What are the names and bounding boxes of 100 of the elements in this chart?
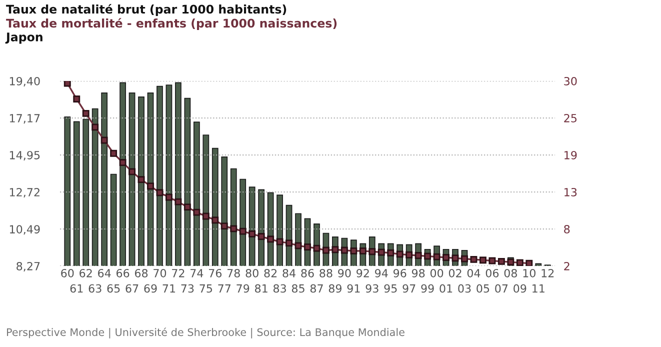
point <box>479 256 486 264</box>
point <box>406 251 413 258</box>
x-tick-label: 92 <box>356 268 369 278</box>
text: Perspective Monde | Université de Sherbrooke | Source: La Banque Mondiale <box>7 328 404 338</box>
text: Taux de natalité brut (par 1000 habitants) <box>6 4 286 16</box>
point <box>92 124 99 131</box>
x-tick-label: 86 <box>301 268 314 278</box>
point <box>100 136 108 144</box>
x-tick-label: 10 <box>523 268 536 278</box>
point <box>202 212 210 220</box>
x-tick-label: 99 <box>421 284 434 293</box>
point <box>258 233 265 240</box>
x-tick-label: 87 <box>310 284 323 293</box>
point <box>332 246 339 254</box>
x-tick-label: 00 <box>430 268 444 278</box>
point <box>304 244 311 250</box>
point <box>276 238 284 246</box>
y2-tick-label: 8 <box>564 224 570 234</box>
point <box>516 259 524 266</box>
x-tick-label: 62 <box>80 268 92 278</box>
x-tick-label: 73 <box>181 284 194 293</box>
x-tick-label: 76 <box>208 268 222 278</box>
point <box>313 244 320 252</box>
y-tick-label: 14,95 <box>10 150 40 160</box>
point <box>452 254 459 262</box>
point <box>119 159 126 166</box>
point <box>156 189 164 196</box>
x-tick-label: 69 <box>144 284 157 293</box>
point <box>110 150 118 157</box>
x-tick-label: 84 <box>282 268 296 278</box>
point <box>286 240 292 247</box>
chart-title: Japon <box>5 32 42 44</box>
x-tick-label: 97 <box>402 284 416 293</box>
x-tick-label: 80 <box>246 268 258 278</box>
y2-tick-label: 25 <box>564 114 576 122</box>
x-tick-label: 04 <box>467 268 480 278</box>
point <box>166 194 172 201</box>
point <box>239 228 246 235</box>
point <box>128 168 136 176</box>
y-tick-label: 8,27 <box>16 262 40 272</box>
x-tick-label: 01 <box>440 284 452 293</box>
x-tick-label: 75 <box>200 284 212 293</box>
point <box>414 252 422 259</box>
x-tick-label: 02 <box>448 268 462 278</box>
point <box>82 110 90 117</box>
x-tick-label: 71 <box>162 284 176 292</box>
x-tick-label: 67 <box>126 284 138 293</box>
point <box>359 247 366 254</box>
x-tick-label: 05 <box>476 284 490 293</box>
x-tick-label: 94 <box>375 268 388 278</box>
x-tick-label: 74 <box>190 269 204 278</box>
point <box>461 255 468 262</box>
x-tick-label: 61 <box>70 284 83 293</box>
point <box>433 253 440 260</box>
point <box>248 230 256 238</box>
x-tick-label: 93 <box>366 284 378 293</box>
x-tick-label: 90 <box>338 268 351 278</box>
y-tick-label: 19,40 <box>10 76 40 87</box>
x-tick-label: 12 <box>542 268 554 278</box>
x-tick-label: 08 <box>504 268 517 278</box>
x-tick-label: 88 <box>320 268 332 278</box>
x-tick-label: 82 <box>264 268 277 278</box>
point <box>193 208 200 216</box>
point <box>350 247 358 254</box>
y-tick-label: 12,72 <box>10 188 40 198</box>
point <box>64 81 71 87</box>
x-tick-label: 77 <box>218 284 231 292</box>
point <box>387 249 394 256</box>
point <box>340 246 348 254</box>
y-tick-label: 10,49 <box>10 225 40 235</box>
point <box>220 222 228 230</box>
x-tick-label: 70 <box>154 268 166 278</box>
x-tick-label: 85 <box>292 284 304 293</box>
x-tick-label: 89 <box>328 284 342 293</box>
x-tick-label: 11 <box>532 284 544 292</box>
y2-tick-label: 19 <box>564 150 577 160</box>
point <box>230 225 238 232</box>
point <box>368 248 376 256</box>
point <box>488 257 496 264</box>
point <box>147 182 154 190</box>
point <box>73 96 80 102</box>
y-tick-label: 17,17 <box>10 114 40 124</box>
x-tick-label: 83 <box>273 284 286 293</box>
point <box>498 258 505 265</box>
y2-tick-label: 2 <box>564 262 570 270</box>
x-tick-label: 78 <box>227 268 240 278</box>
point <box>396 250 404 258</box>
x-tick-label: 96 <box>393 268 406 278</box>
x-tick-label: 98 <box>412 268 425 278</box>
y2-tick-label: 30 <box>564 76 577 86</box>
point <box>294 242 302 250</box>
point <box>322 246 330 254</box>
point <box>138 176 145 184</box>
point <box>267 236 274 243</box>
x-tick-label: 68 <box>134 268 148 278</box>
x-tick-label: 06 <box>486 268 499 278</box>
point <box>378 248 385 256</box>
x-tick-label: 95 <box>384 284 397 293</box>
point <box>184 204 191 211</box>
x-tick-label: 64 <box>98 268 111 278</box>
